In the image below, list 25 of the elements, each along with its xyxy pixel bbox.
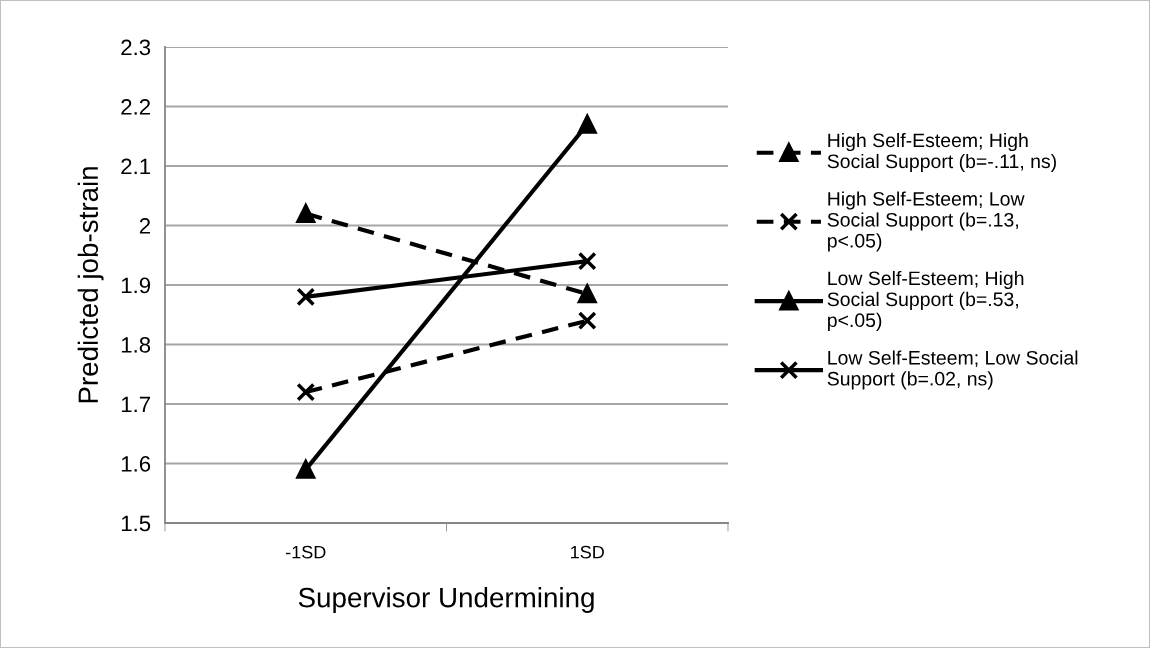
y-tick-label: 2.3 bbox=[121, 39, 151, 56]
x-axis-title: Supervisor Undermining bbox=[298, 587, 594, 613]
y-tick-label: 1.5 bbox=[121, 515, 151, 532]
y-tick-label: 1.8 bbox=[121, 337, 151, 353]
y-tick-label: 1.9 bbox=[121, 277, 151, 294]
point bbox=[577, 311, 597, 331]
y-tick-label: 1.7 bbox=[121, 396, 150, 413]
point bbox=[296, 460, 316, 479]
x-tick-label: 1SD bbox=[571, 545, 604, 559]
point bbox=[576, 112, 598, 134]
legend-label: High Self-Esteem; High Social Support (b=-.11, ns) bbox=[827, 132, 1056, 173]
legend-label: Low Self-Esteem; Low Social Support (b=.02, ns) bbox=[827, 350, 1078, 390]
legend-label: Low Self-Esteem; High Social Support (b=.53, p<.05) bbox=[827, 270, 1024, 331]
x-tick-label: -1SD bbox=[285, 545, 326, 559]
point bbox=[577, 251, 597, 271]
point bbox=[576, 282, 598, 304]
legend-label: High Self-Esteem; Low Social Support (b=.13, p<.05) bbox=[827, 191, 1025, 252]
y-tick-label: 1.6 bbox=[121, 456, 151, 472]
y-tick-label: 2.2 bbox=[121, 99, 150, 115]
y-tick-label: 2 bbox=[139, 218, 150, 234]
y-axis-title: Predicted job-strain bbox=[77, 167, 104, 403]
point bbox=[296, 382, 316, 402]
y-tick-label: 2.1 bbox=[121, 158, 151, 175]
point bbox=[296, 287, 316, 307]
point bbox=[296, 204, 316, 223]
